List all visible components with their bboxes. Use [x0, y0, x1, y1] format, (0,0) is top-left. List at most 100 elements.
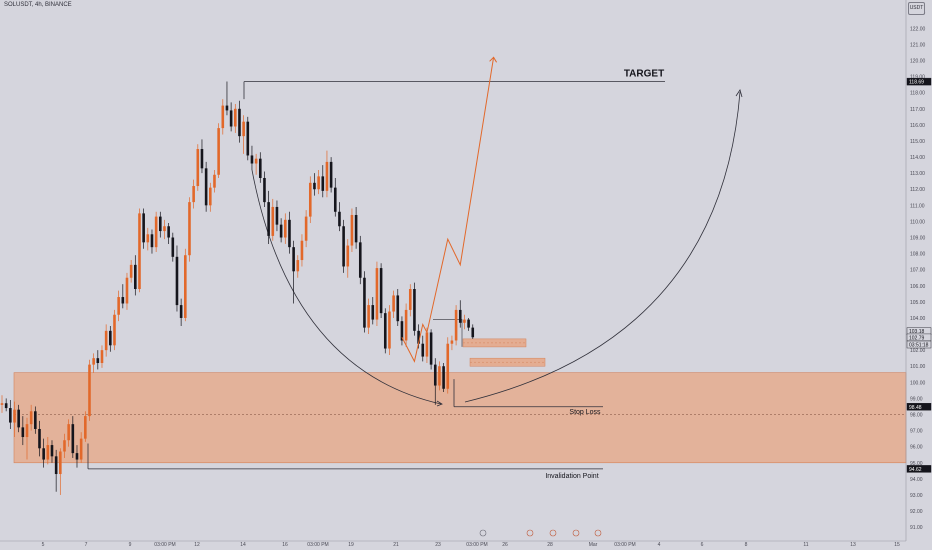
y-tick-label: 110.00 [910, 219, 925, 225]
x-tick-label: 12 [194, 542, 200, 548]
event-marker-icon [526, 529, 534, 537]
candle-down [250, 155, 254, 164]
candle-up [217, 128, 220, 175]
x-tick-label: 11 [803, 542, 808, 548]
y-tick-label: 112.00 [910, 187, 925, 193]
candle-down [142, 213, 145, 243]
candle-down [246, 121, 250, 156]
candle-up [209, 187, 212, 206]
y-tick-label: 119.00 [910, 75, 925, 81]
candle-down [50, 445, 54, 457]
candle-up [100, 350, 104, 364]
candle-up [129, 264, 133, 278]
x-tick-label: 03:00 PM [307, 542, 328, 548]
projection-path [401, 57, 495, 363]
candle-up [92, 358, 95, 365]
candle-down [17, 409, 20, 428]
candle-down [433, 364, 437, 386]
y-tick-label: 97.00 [910, 429, 923, 435]
candle-up [350, 214, 354, 246]
stop-loss-label: Stop Loss [569, 409, 601, 416]
candle-up [154, 216, 158, 248]
candle-down [263, 177, 266, 203]
candle-down [338, 211, 341, 227]
candle-down [150, 234, 154, 248]
candle-up [392, 295, 395, 312]
candle-up [188, 202, 191, 256]
candle-up [104, 330, 108, 351]
y-tick-label: 118.00 [910, 91, 925, 97]
y-tick-label: 122.00 [910, 26, 926, 32]
candle-up [125, 277, 129, 304]
candle-up [13, 409, 16, 423]
candle-down [442, 366, 445, 389]
invalidation-label: Invalidation Point [545, 473, 598, 480]
candle-up [221, 105, 225, 129]
event-marker-icon [594, 529, 602, 537]
target-label: TARGET [624, 69, 664, 80]
candle-up [408, 289, 412, 310]
candle-up [454, 309, 458, 341]
candle-down [313, 182, 316, 190]
candle-down [354, 214, 358, 243]
candle-down [400, 321, 404, 341]
candle-down [54, 456, 58, 475]
currency-selector[interactable]: USDT [908, 2, 925, 15]
y-tick-label: 105.00 [910, 300, 926, 306]
candle-down [421, 343, 425, 357]
x-tick-label: 03:00 PM [466, 542, 487, 548]
y-tick-label: 116.00 [910, 123, 925, 129]
candle-down [34, 411, 37, 429]
candle-up [254, 158, 258, 164]
y-tick-label: 108.00 [910, 252, 926, 258]
candle-up [117, 297, 120, 315]
candle-up [296, 260, 300, 272]
candle-up [146, 234, 150, 243]
candle-down [363, 277, 366, 328]
candle-down [109, 330, 112, 346]
candle-down [288, 219, 291, 248]
right-arc-arrowhead [735, 89, 743, 98]
candle-up [388, 311, 391, 349]
candle-down [134, 264, 137, 290]
candle-down [292, 247, 295, 272]
candle-up [300, 240, 304, 261]
price-label-box [906, 465, 932, 473]
candle-up [271, 206, 275, 236]
y-tick-label: 100.00 [910, 380, 926, 386]
candle-down [121, 297, 125, 304]
x-tick-label: 7 [85, 542, 88, 548]
x-tick-label: 6 [701, 542, 704, 548]
range-bracket [433, 319, 463, 347]
price-label: 102.79 [909, 335, 925, 341]
candle-up [84, 416, 87, 439]
candle-up [192, 186, 195, 203]
candle-up [184, 255, 187, 318]
y-tick-label: 101.00 [910, 364, 926, 370]
symbol-label: SOLUSDT, 4h, BINANCE [4, 2, 72, 8]
price-label: 118.69 [909, 80, 924, 86]
candle-up [138, 213, 141, 290]
y-tick-label: 115.00 [910, 139, 925, 145]
candle-down [267, 202, 270, 236]
projection-arrowhead [489, 56, 498, 63]
candle-down [383, 313, 387, 349]
candle-down [229, 110, 233, 127]
x-tick-label: 19 [348, 542, 354, 548]
y-tick-label: 104.00 [910, 316, 926, 322]
candle-up [283, 219, 287, 238]
x-tick-label: 21 [393, 542, 399, 548]
y-tick-label: 111.00 [910, 203, 925, 209]
price-label-box [906, 77, 932, 86]
x-tick-label: 5 [42, 542, 45, 548]
candle-up [67, 424, 70, 441]
demand-zone [13, 372, 907, 464]
candle-up [425, 332, 429, 357]
candle-up [25, 424, 29, 438]
lightning-marker-icon [479, 529, 487, 537]
candle-down [96, 358, 100, 364]
y-tick-label: 98.00 [910, 413, 923, 419]
x-tick-label: 14 [240, 542, 246, 548]
candle-up [404, 309, 408, 341]
